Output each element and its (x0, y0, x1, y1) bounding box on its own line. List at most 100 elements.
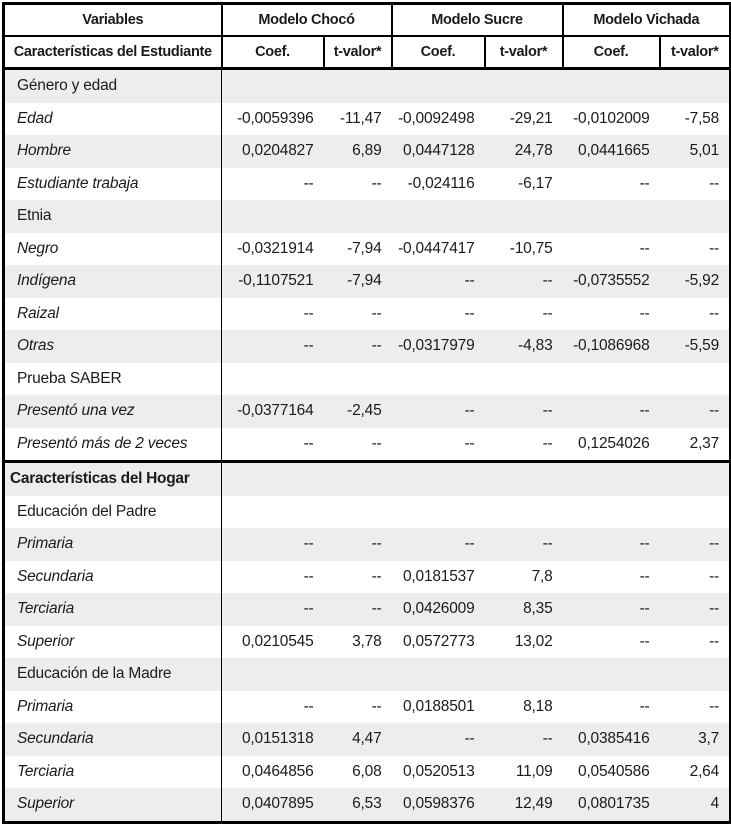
table-row: Características del Hogar (3, 460, 731, 496)
tvalor-value: 2,37 (689, 434, 720, 452)
coef-value: 0,0426009 (403, 600, 475, 618)
coef-value: 0,0464856 (242, 762, 314, 780)
tvalor-value: 8,18 (523, 697, 553, 715)
coef-value (392, 496, 485, 529)
coef-value: -0,024116 (407, 174, 475, 192)
table-row: Estudiante trabaja -- -- -0,024116 -6,17 -- -- (3, 167, 731, 200)
table-body: Género y edad Edad -0,0059396 -11,47 -0,0092… (3, 68, 731, 822)
tvalor-value (484, 460, 563, 496)
coef-value: -- (639, 632, 650, 650)
coef-value: -0,0092498 (398, 109, 475, 127)
tvalor-value (660, 200, 731, 233)
model-sucre-header: Modelo Sucre (390, 2, 564, 37)
row-label: Género y edad (3, 68, 222, 103)
tvalor-value: 3,78 (352, 632, 382, 650)
tvalor-value: -- (709, 697, 720, 715)
coef-value: 0,0407895 (242, 795, 314, 813)
tvalor-value: 4 (710, 795, 720, 813)
coef-value: -- (639, 402, 650, 420)
coef-value: -- (303, 697, 314, 715)
header-row-models: Variables Modelo Chocó Modelo Sucre Mode… (2, 2, 731, 37)
tvalor-value: -- (371, 174, 382, 192)
coef-value (222, 496, 324, 529)
coef-value (222, 200, 324, 233)
row-label: Secundaria (3, 723, 222, 756)
coef-value: -- (464, 535, 475, 553)
coef-value (221, 460, 324, 496)
row-label: Educación del Padre (3, 495, 222, 528)
sucre-tvalor-header: t-valor* (483, 35, 564, 70)
row-label: Primaria (3, 528, 222, 561)
tvalor-value: -- (371, 600, 382, 618)
table-row: Educación del Padre (3, 495, 731, 529)
table-row: Hombre 0,0204827 6,89 0,0447128 24,78 0,04416… (3, 135, 731, 168)
row-label: Terciaria (3, 593, 222, 626)
coef-value: -- (639, 304, 650, 322)
tvalor-value: -- (371, 697, 382, 715)
tvalor-value: 8,35 (523, 600, 553, 618)
coef-value (563, 496, 660, 529)
row-label: Características del Hogar (3, 460, 222, 496)
student-characteristics-header: Características del Estudiante (2, 35, 223, 70)
tvalor-value: -29,21 (509, 109, 553, 127)
tvalor-value: -- (709, 402, 720, 420)
choco-coef-header: Coef. (220, 35, 325, 70)
tvalor-value: -- (542, 304, 553, 322)
tvalor-value: 5,01 (689, 142, 720, 160)
coef-value: -- (303, 535, 314, 553)
table-row: Negro -0,0321914 -7,94 -0,0447417 -10,75 -- -- (3, 232, 731, 265)
coef-value (563, 363, 660, 396)
coef-value (563, 658, 660, 691)
tvalor-value (660, 363, 731, 396)
tvalor-value (659, 460, 731, 496)
tvalor-value: 2,64 (689, 762, 720, 780)
vichada-coef-header: Coef. (561, 35, 661, 70)
row-label: Negro (3, 232, 222, 265)
coef-value: 0,0188501 (403, 697, 475, 715)
sucre-coef-header: Coef. (390, 35, 486, 70)
tvalor-value: -5,92 (684, 272, 720, 290)
coef-value (563, 200, 660, 233)
coef-value (392, 363, 485, 396)
table-row: Terciaria 0,0464856 6,08 0,0520513 11,09 0,05… (3, 755, 731, 788)
tvalor-value: -11,47 (339, 109, 382, 127)
tvalor-value: -- (371, 535, 382, 553)
coef-value: 0,0598376 (403, 795, 475, 813)
row-label: Secundaria (3, 560, 222, 593)
table-row: Indígena -0,1107521 -7,94 -- -- -0,0735552 -5,… (3, 265, 731, 298)
coef-value: 0,0210545 (242, 632, 314, 650)
tvalor-value: -10,75 (509, 239, 553, 257)
table-row: Secundaria 0,0151318 4,47 -- -- 0,0385416 3,7 (3, 723, 731, 756)
tvalor-value: 4,47 (352, 730, 382, 748)
coef-value: -- (303, 600, 314, 618)
tvalor-value: -- (542, 402, 553, 420)
table-row: Superior 0,0210545 3,78 0,0572773 13,02 -- -- (3, 625, 731, 658)
coef-value: -0,0735552 (573, 272, 650, 290)
table-header: Variables Modelo Chocó Modelo Sucre Mode… (2, 2, 731, 70)
coef-value: -- (639, 239, 650, 257)
coef-value: 0,0540586 (578, 762, 650, 780)
coef-value: -- (303, 174, 314, 192)
tvalor-value: -4,83 (518, 337, 553, 355)
coef-value: 0,0441665 (578, 142, 650, 160)
table-row: Educación de la Madre (3, 658, 731, 691)
tvalor-value (485, 363, 563, 396)
tvalor-value: 3,7 (698, 730, 720, 748)
coef-value: 0,0447128 (403, 142, 475, 160)
tvalor-value: 6,89 (352, 142, 382, 160)
coef-value: -- (639, 567, 650, 585)
header-row-measures: Características del Estudiante Coef. t-v… (2, 35, 731, 70)
table-row: Género y edad (3, 68, 731, 103)
table-row: Primaria -- -- -- -- -- -- (3, 528, 731, 561)
table-row: Prueba SABER (3, 362, 731, 396)
coef-value (222, 658, 324, 691)
coef-value: -- (639, 174, 650, 192)
coef-value (222, 69, 324, 103)
coef-value: -- (639, 697, 650, 715)
table-row: Etnia (3, 200, 731, 233)
tvalor-value: -- (371, 567, 382, 585)
tvalor-value (660, 658, 731, 691)
tvalor-value: 7,8 (531, 567, 553, 585)
tvalor-value: -- (709, 239, 720, 257)
